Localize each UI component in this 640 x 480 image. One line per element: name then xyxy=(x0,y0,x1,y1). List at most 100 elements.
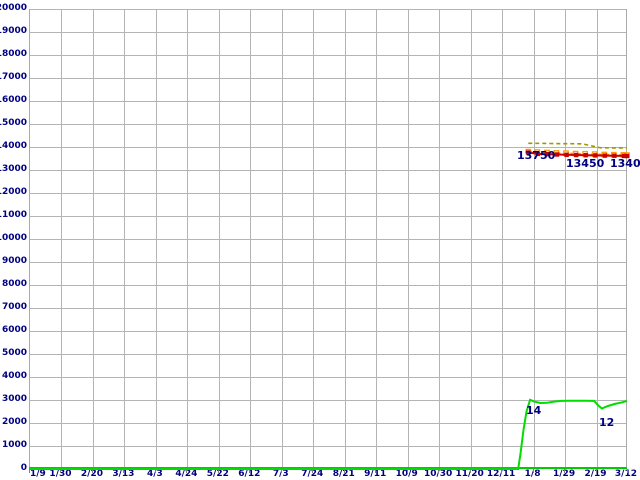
x-tick-mark xyxy=(469,469,471,473)
series-marker-actual xyxy=(583,153,588,158)
y-tick-label: 19000 xyxy=(0,26,27,36)
y-tick-label: 7000 xyxy=(1,302,27,312)
gridline-horizontal xyxy=(30,239,626,240)
x-tick-mark xyxy=(280,469,282,473)
gridline-vertical xyxy=(313,10,315,469)
series-marker-actual xyxy=(535,151,541,157)
x-tick-label: 5/22 xyxy=(206,469,229,479)
x-tick-mark xyxy=(312,469,314,473)
gridline-vertical xyxy=(502,10,504,469)
gridline-horizontal xyxy=(30,9,626,10)
series-line-volume xyxy=(29,398,628,470)
y-tick-label: 17000 xyxy=(0,72,27,82)
x-tick-label: 4/3 xyxy=(146,469,163,479)
gridline-horizontal xyxy=(30,170,626,171)
y-tick-label: 11000 xyxy=(0,210,27,220)
x-tick-label: 2/19 xyxy=(584,469,607,479)
x-tick-label: 3/12 xyxy=(614,469,637,479)
series-marker-actual xyxy=(564,152,569,157)
gridline-vertical xyxy=(344,10,346,469)
x-tick-label: 12/11 xyxy=(486,469,516,479)
x-tick-mark xyxy=(60,469,62,473)
x-tick-label: 10/30 xyxy=(423,469,453,479)
gridline-horizontal xyxy=(30,285,626,286)
x-tick-label: 6/12 xyxy=(238,469,261,479)
y-tick-label: 15000 xyxy=(0,118,27,128)
gridline-horizontal xyxy=(30,446,626,447)
gridline-horizontal xyxy=(30,400,626,401)
x-tick-label: 1/8 xyxy=(524,469,541,479)
gridline-horizontal xyxy=(30,308,626,309)
x-tick-mark xyxy=(123,469,125,473)
gridline-horizontal xyxy=(30,147,626,148)
gridline-vertical xyxy=(533,10,535,469)
series-marker-actual xyxy=(574,152,579,158)
x-tick-mark xyxy=(406,469,408,473)
x-tick-label: 2/20 xyxy=(80,469,103,479)
data-point-label: 13400 xyxy=(610,157,640,170)
gridline-horizontal xyxy=(30,32,626,33)
x-tick-label: 1/29 xyxy=(553,469,576,479)
gridline-vertical xyxy=(187,10,189,469)
y-tick-label: 10000 xyxy=(0,233,27,243)
series-line-upper-band xyxy=(528,142,628,149)
x-tick-label: 10/9 xyxy=(395,469,418,479)
data-point-label: 13450 xyxy=(566,157,605,170)
x-tick-mark xyxy=(91,469,93,473)
gridline-horizontal xyxy=(30,124,626,125)
y-tick-label: 13000 xyxy=(0,164,27,174)
y-tick-label: 3000 xyxy=(1,394,27,404)
y-tick-label: 18000 xyxy=(0,49,27,59)
gridline-horizontal xyxy=(30,216,626,217)
y-tick-label: 6000 xyxy=(1,325,27,335)
x-tick-mark xyxy=(343,469,345,473)
data-point-label: 14 xyxy=(526,404,542,417)
gridline-vertical xyxy=(407,10,409,469)
x-tick-label: 7/3 xyxy=(272,469,289,479)
x-tick-mark xyxy=(532,469,534,473)
x-tick-mark xyxy=(438,469,440,473)
gridline-vertical xyxy=(218,10,220,469)
y-axis-labels: 0 1000 2000 3000 4000 5000 6000 7000 8000 9000 100… xyxy=(0,0,27,480)
gridline-vertical xyxy=(376,10,378,469)
gridline-horizontal xyxy=(30,101,626,102)
x-tick-mark xyxy=(154,469,156,473)
data-point-label: 12 xyxy=(599,416,615,429)
y-tick-label: 16000 xyxy=(0,95,27,105)
y-tick-label: 5000 xyxy=(1,348,27,358)
gridline-vertical xyxy=(250,10,252,469)
y-tick-label: 14000 xyxy=(0,141,27,151)
gridline-vertical xyxy=(124,10,126,469)
series-marker-actual xyxy=(526,150,531,155)
gridline-horizontal xyxy=(30,78,626,79)
y-tick-label: 9000 xyxy=(1,256,27,266)
x-tick-label: 1/9 xyxy=(30,469,46,479)
plot-area xyxy=(29,9,627,469)
x-tick-label: 1/30 xyxy=(49,469,72,479)
gridline-vertical xyxy=(565,10,567,469)
x-tick-mark xyxy=(29,469,30,473)
y-tick-label: 20000 xyxy=(0,3,27,13)
y-tick-label: 4000 xyxy=(1,371,27,381)
gridline-horizontal xyxy=(30,193,626,194)
x-tick-label: 3/13 xyxy=(112,469,135,479)
x-tick-mark xyxy=(217,469,219,473)
y-tick-label: 8000 xyxy=(1,279,27,289)
series-marker-actual xyxy=(624,153,630,159)
x-tick-label: 11/20 xyxy=(455,469,484,479)
series-marker-actual xyxy=(612,153,617,158)
data-point-label: 13750 xyxy=(517,149,556,162)
gridline-vertical xyxy=(61,10,63,469)
y-tick-label: 1000 xyxy=(1,440,27,450)
gridline-vertical xyxy=(596,10,598,469)
x-tick-label: 4/24 xyxy=(175,469,198,479)
gridline-horizontal xyxy=(30,55,626,56)
gridline-horizontal xyxy=(30,331,626,332)
x-tick-mark xyxy=(249,469,251,473)
series-marker-actual xyxy=(554,152,560,157)
gridline-vertical xyxy=(439,10,441,469)
x-tick-label: 8/21 xyxy=(332,469,355,479)
series-marker-actual xyxy=(602,153,608,158)
x-tick-mark xyxy=(501,469,503,473)
series-marker-actual xyxy=(621,153,627,159)
